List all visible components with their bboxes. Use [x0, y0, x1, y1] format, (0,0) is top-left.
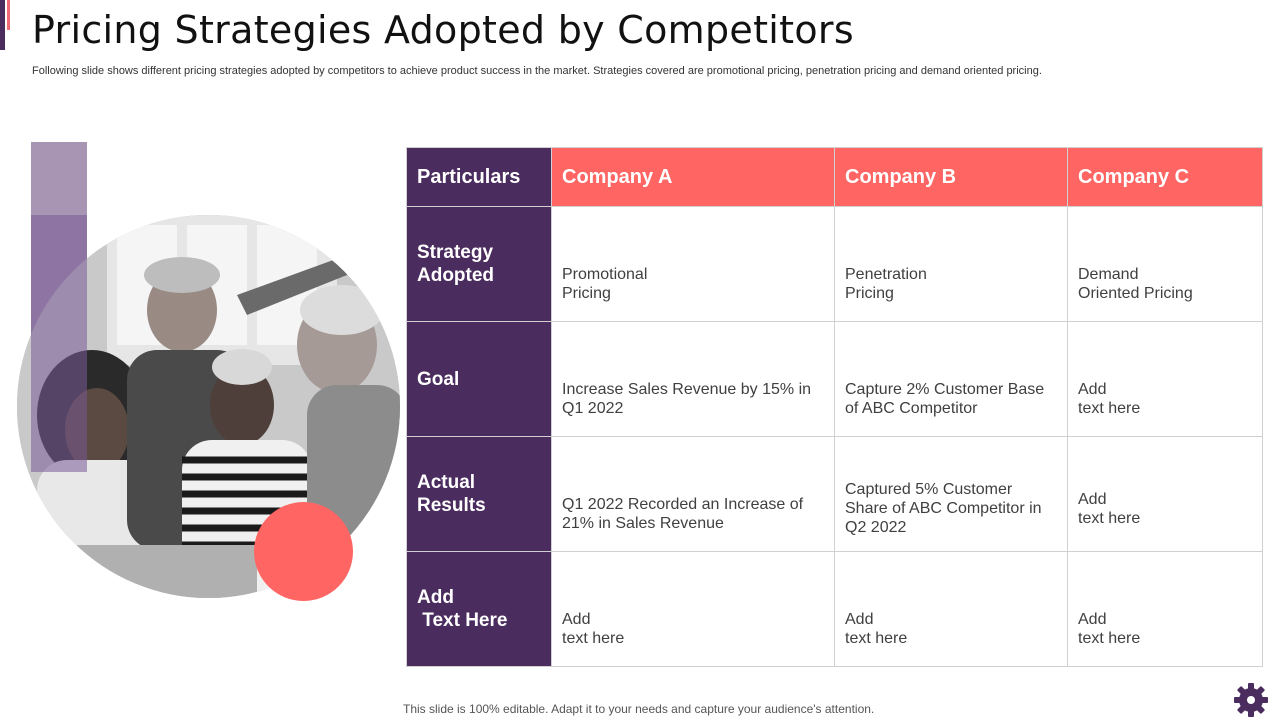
table-cell: Add text here: [1067, 321, 1263, 437]
cell-line: text here: [1078, 399, 1141, 417]
cell-line: 21% in Sales Revenue: [562, 514, 724, 532]
cell-line: Penetration: [845, 265, 927, 283]
table-cell: Add text here: [1067, 551, 1263, 667]
accent-bar-pink: [7, 0, 10, 30]
cell-line: Captured 5% Customer: [845, 481, 1013, 498]
decorative-overlay: [31, 215, 87, 472]
row-label-goal: Goal: [406, 321, 552, 437]
cell-line: Add: [1078, 380, 1107, 398]
table-row: Strategy Adopted Promotional Pricing Pen…: [406, 206, 1263, 322]
row-label-strategy: Strategy Adopted: [406, 206, 552, 322]
table-cell: Q1 2022 Recorded an Increase of 21% in S…: [551, 436, 835, 552]
decorative-circle: [254, 502, 353, 601]
table-cell: Increase Sales Revenue by 15% in Q1 2022: [551, 321, 835, 437]
pricing-table: Particulars Company A Company B Company …: [406, 147, 1263, 667]
cell-line: Add: [1078, 610, 1107, 628]
cell-line: of ABC Competitor: [845, 399, 978, 417]
cell-line: Add: [1078, 490, 1107, 508]
row-label-line: Actual: [417, 472, 476, 493]
row-label-line: Add: [417, 587, 454, 608]
cell-line: Add: [845, 610, 874, 628]
cell-line: Q1 2022: [562, 399, 624, 417]
cell-line: Pricing: [562, 284, 611, 302]
slide-title: Pricing Strategies Adopted by Competitor…: [32, 8, 854, 52]
cell-line: Q1 2022 Recorded an Increase of: [562, 495, 804, 513]
cell-line: text here: [845, 629, 908, 647]
table-cell: Captured 5% Customer Share of ABC Compet…: [834, 436, 1068, 552]
row-label-line: Adopted: [417, 265, 495, 286]
cell-line: Promotional: [562, 265, 648, 283]
cell-line: Increase Sales Revenue by 15% in: [562, 380, 812, 398]
table-cell: Add text here: [551, 551, 835, 667]
table-cell: Add text here: [1067, 436, 1263, 552]
table-cell: Demand Oriented Pricing: [1067, 206, 1263, 322]
table-header-row: Particulars Company A Company B Company …: [406, 147, 1263, 207]
team-photo: [17, 215, 400, 598]
cell-line: Share of ABC Competitor in: [845, 500, 1042, 517]
cell-line: Pricing: [845, 284, 894, 302]
cell-line: Capture 2% Customer Base: [845, 380, 1045, 398]
header-company-b: Company B: [834, 147, 1068, 207]
cell-line: Demand: [1078, 265, 1139, 283]
cell-line: text here: [1078, 629, 1141, 647]
row-label-line: Results: [417, 495, 486, 516]
table-cell: Add text here: [834, 551, 1068, 667]
row-label-line: Strategy: [417, 242, 494, 263]
gear-icon: [1233, 682, 1269, 718]
table-row: Add Text Here Add text here Add text her…: [406, 551, 1263, 667]
row-label-results: Actual Results: [406, 436, 552, 552]
row-label-line: Text Here: [417, 610, 508, 631]
cell-line: Q2 2022: [845, 519, 907, 536]
cell-line: text here: [1078, 509, 1141, 527]
table-cell: Promotional Pricing: [551, 206, 835, 322]
accent-bar: [0, 0, 5, 50]
header-company-c: Company C: [1067, 147, 1263, 207]
table-row: Actual Results Q1 2022 Recorded an Incre…: [406, 436, 1263, 552]
header-company-a: Company A: [551, 147, 835, 207]
cell-line: text here: [562, 629, 625, 647]
header-particulars: Particulars: [406, 147, 552, 207]
slide-subtitle: Following slide shows different pricing …: [32, 65, 1042, 77]
table-cell: Penetration Pricing: [834, 206, 1068, 322]
row-label-add: Add Text Here: [406, 551, 552, 667]
table-row: Goal Increase Sales Revenue by 15% in Q1…: [406, 321, 1263, 437]
row-label-line: Goal: [417, 368, 460, 390]
footer-note: This slide is 100% editable. Adapt it to…: [403, 702, 875, 716]
table-cell: Capture 2% Customer Base of ABC Competit…: [834, 321, 1068, 437]
cell-line: Add: [562, 610, 591, 628]
cell-line: Oriented Pricing: [1078, 284, 1193, 302]
